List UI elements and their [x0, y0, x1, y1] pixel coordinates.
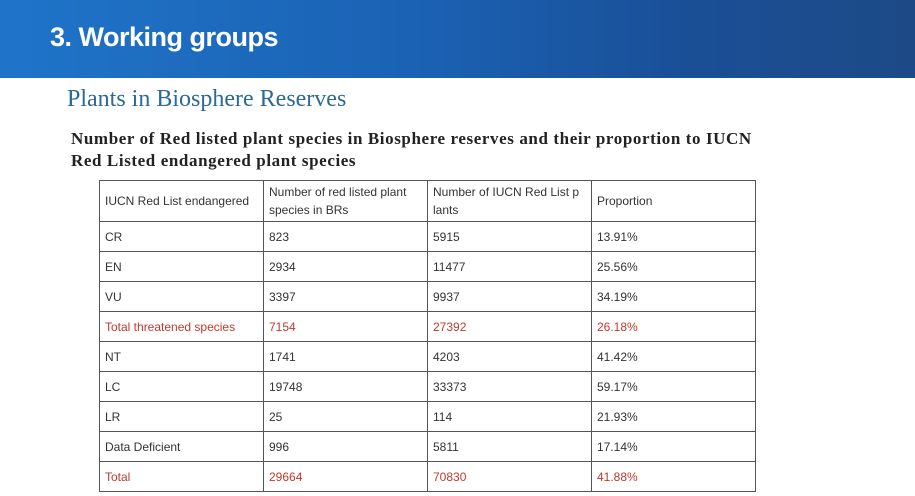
- cell-iucn-count: 9937: [427, 281, 592, 312]
- header-br-count: Number of red listed plant species in BR…: [263, 180, 428, 222]
- cell-proportion: 17.14%: [591, 431, 756, 462]
- red-list-table: IUCN Red List endangered Number of red l…: [99, 180, 756, 492]
- cell-iucn-count: 27392: [427, 311, 592, 342]
- cell-category: NT: [99, 341, 264, 372]
- table-row: LR 25 114 21.93%: [99, 401, 756, 432]
- banner-title: 3. Working groups: [50, 22, 279, 52]
- cell-category: Data Deficient: [99, 431, 264, 462]
- cell-category: EN: [99, 251, 264, 282]
- table-row: LC 19748 33373 59.17%: [99, 371, 756, 402]
- cell-br-count: 823: [263, 221, 428, 252]
- table-header-row: IUCN Red List endangered Number of red l…: [99, 180, 756, 222]
- cell-br-count: 19748: [263, 371, 428, 402]
- cell-br-count: 29664: [263, 461, 428, 492]
- cell-iucn-count: 33373: [427, 371, 592, 402]
- cell-proportion: 59.17%: [591, 371, 756, 402]
- header-iucn-count: Number of IUCN Red List p lants: [427, 180, 592, 222]
- cell-category: Total: [99, 461, 264, 492]
- cell-br-count: 25: [263, 401, 428, 432]
- table-row: NT 1741 4203 41.42%: [99, 341, 756, 372]
- cell-br-count: 1741: [263, 341, 428, 372]
- cell-proportion: 25.56%: [591, 251, 756, 282]
- header-category: IUCN Red List endangered: [99, 180, 264, 222]
- cell-category: LC: [99, 371, 264, 402]
- cell-iucn-count: 5915: [427, 221, 592, 252]
- header-banner: 3. Working groups: [0, 0, 915, 78]
- cell-br-count: 3397: [263, 281, 428, 312]
- cell-proportion: 21.93%: [591, 401, 756, 432]
- table-row: CR 823 5915 13.91%: [99, 221, 756, 252]
- cell-proportion: 41.42%: [591, 341, 756, 372]
- cell-category: Total threatened species: [99, 311, 264, 342]
- cell-br-count: 996: [263, 431, 428, 462]
- table-row: Data Deficient 996 5811 17.14%: [99, 431, 756, 462]
- cell-iucn-count: 11477: [427, 251, 592, 282]
- cell-iucn-count: 114: [427, 401, 592, 432]
- table-row: VU 3397 9937 34.19%: [99, 281, 756, 312]
- cell-iucn-count: 70830: [427, 461, 592, 492]
- table-row-total-threatened: Total threatened species 7154 27392 26.1…: [99, 311, 756, 342]
- section-title: Plants in Biosphere Reserves: [67, 86, 347, 112]
- cell-proportion: 26.18%: [591, 311, 756, 342]
- cell-category: VU: [99, 281, 264, 312]
- cell-proportion: 13.91%: [591, 221, 756, 252]
- table-row-total: Total 29664 70830 41.88%: [99, 461, 756, 492]
- cell-proportion: 41.88%: [591, 461, 756, 492]
- cell-br-count: 2934: [263, 251, 428, 282]
- cell-br-count: 7154: [263, 311, 428, 342]
- cell-iucn-count: 5811: [427, 431, 592, 462]
- cell-category: CR: [99, 221, 264, 252]
- cell-proportion: 34.19%: [591, 281, 756, 312]
- header-proportion: Proportion: [591, 180, 756, 222]
- table-row: EN 2934 11477 25.56%: [99, 251, 756, 282]
- cell-iucn-count: 4203: [427, 341, 592, 372]
- cell-category: LR: [99, 401, 264, 432]
- section-description: Number of Red listed plant species in Bi…: [71, 129, 752, 170]
